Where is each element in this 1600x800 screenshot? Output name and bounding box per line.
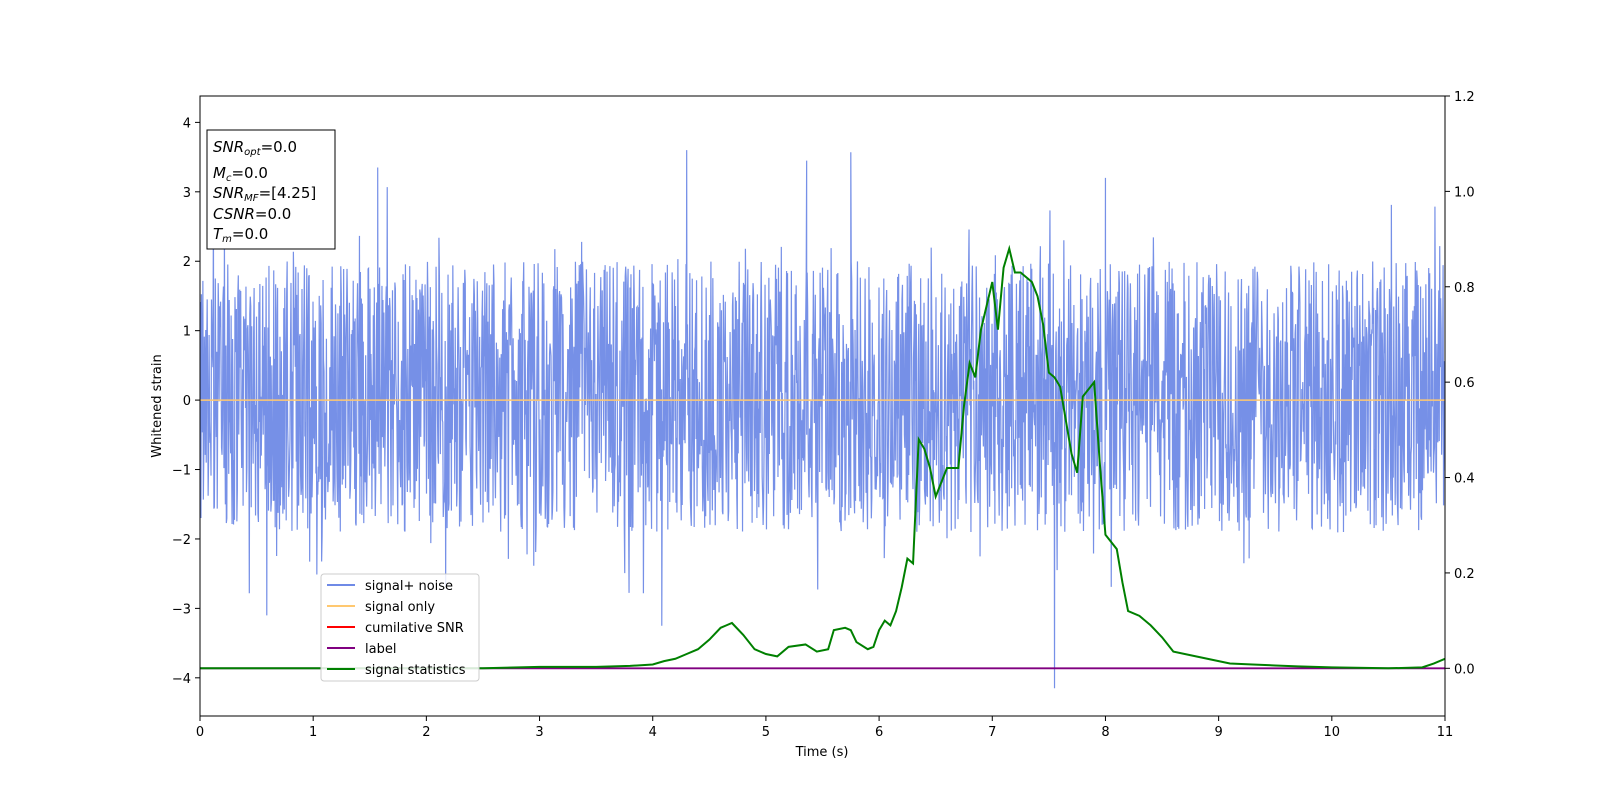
series-signal-statistics (200, 244, 1445, 670)
series-signal-noise (200, 150, 1445, 689)
x-tick-label: 8 (1101, 725, 1109, 740)
info-line-csnr: CSNR=0.0 (213, 205, 291, 223)
legend-frame (320, 573, 480, 682)
y2-tick-label: 0.2 (1454, 567, 1475, 582)
info-line-snr-opt: SNRopt=0.0 (213, 138, 297, 158)
legend: signal+ noise signal only cumilative SNR… (320, 573, 480, 682)
x-tick-label: 10 (1324, 725, 1341, 740)
y2-tick-label: 0.0 (1454, 662, 1475, 677)
x-tick-label: 3 (535, 725, 543, 740)
x-tick-label: 6 (875, 725, 883, 740)
x-tick-label: 7 (988, 725, 996, 740)
y-tick-label: −1 (172, 464, 191, 479)
y2-tick-label: 0.6 (1454, 376, 1475, 391)
legend-label-signal-statistics: signal statistics (365, 663, 466, 678)
y2-tick-label: 1.2 (1454, 90, 1475, 105)
y-axis-label: Whitened strain (150, 354, 165, 457)
y-tick-label: −4 (172, 672, 191, 687)
x-tick-label: 11 (1437, 725, 1454, 740)
y-tick-label: 1 (183, 325, 191, 340)
info-line-mc: Mc=0.0 (213, 164, 268, 184)
y-tick-label: 0 (183, 394, 191, 409)
y-tick-label: 3 (183, 186, 191, 201)
legend-label-signal-noise: signal+ noise (365, 579, 453, 594)
y-tick-label: 4 (183, 116, 191, 131)
x-axis-label: Time (s) (795, 745, 849, 760)
plot-frame (199, 95, 1446, 717)
x-tick-label: 4 (649, 725, 657, 740)
y2-tick-label: 0.8 (1454, 281, 1475, 296)
x-tick-label: 5 (762, 725, 770, 740)
info-box-frame (206, 129, 336, 250)
y2-tick-label: 1.0 (1454, 185, 1475, 200)
x-tick-label: 1 (309, 725, 317, 740)
y-tick-label: −3 (172, 602, 191, 617)
left-y-axis: −4 −3 −2 −1 0 1 2 3 4 (172, 116, 200, 687)
legend-label-cumilative-snr: cumilative SNR (365, 621, 464, 636)
x-tick-label: 0 (196, 725, 204, 740)
x-axis: 0 1 2 3 4 5 6 7 8 9 10 11 (196, 716, 1453, 740)
info-line-snr-mf: SNRMF=[4.25] (213, 184, 316, 204)
x-tick-label: 2 (422, 725, 430, 740)
legend-label-label: label (365, 642, 396, 657)
y-tick-label: −2 (172, 533, 191, 548)
info-line-tm: Tm=0.0 (213, 225, 268, 245)
info-box: SNRopt=0.0 Mc=0.0 SNRMF=[4.25] CSNR=0.0 … (206, 129, 336, 250)
legend-label-signal-only: signal only (365, 600, 435, 615)
y-tick-label: 2 (183, 255, 191, 270)
right-y-axis: 0.0 0.2 0.4 0.6 0.8 1.0 1.2 (1445, 90, 1475, 677)
y2-tick-label: 0.4 (1454, 472, 1475, 487)
x-tick-label: 9 (1214, 725, 1222, 740)
